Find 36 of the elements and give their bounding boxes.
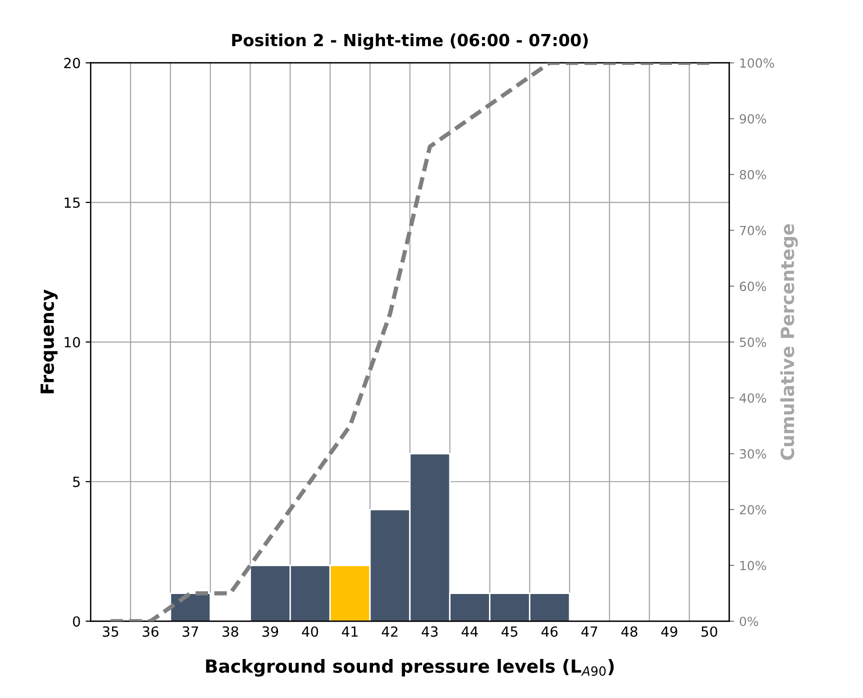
x-tick-label: 37 (182, 626, 198, 637)
y2-tick-label: 20% (740, 505, 766, 514)
y-tick-label: 0 (72, 616, 80, 627)
y2-tick-label: 80% (740, 170, 766, 180)
x-tick-label: 40 (302, 626, 318, 637)
y-tick-label: 10 (64, 336, 80, 348)
x-tick-label: 48 (621, 626, 638, 637)
x-tick-label: 38 (222, 626, 238, 637)
x-tick-label: 46 (541, 626, 558, 637)
chart-title: Position 2 - Night-time (06:00 - 07:00) (232, 33, 588, 50)
x-tick-label: 44 (462, 626, 478, 637)
x-tick-label: 50 (702, 626, 718, 637)
y-tick-label: 5 (73, 476, 80, 488)
x-tick-label: 49 (661, 626, 678, 637)
y-tick-label: 15 (64, 198, 80, 208)
x-tick-label: 45 (502, 626, 518, 637)
y2-tick-label: 50% (740, 337, 766, 347)
y2-tick-label: 10% (740, 560, 766, 570)
x-tick-label: 41 (342, 626, 358, 637)
y2-tick-label: 100% (740, 58, 774, 68)
x-tick-label: 42 (382, 626, 398, 637)
x-tick-label: 36 (142, 626, 158, 637)
x-tick-label: 35 (102, 626, 118, 637)
x-tick-label: 43 (422, 626, 438, 637)
y2-tick-label: 40% (740, 393, 766, 403)
x-tick-label: 39 (262, 626, 278, 637)
y2-tick-label: 90% (740, 114, 766, 124)
y2-tick-label: 70% (740, 226, 766, 236)
y2-tick-label: 60% (740, 282, 766, 292)
y2-tick-label: 30% (740, 449, 766, 459)
y2-tick-label: 0% (740, 616, 758, 626)
x-axis-title: Background sound pressure levels (L$_{A90}$) (206, 658, 614, 677)
x-tick-label: 47 (581, 626, 598, 637)
y-axis-title: Frequency (40, 290, 58, 394)
y2-axis-title: Cumulative Percentege (780, 224, 798, 460)
y-tick-label: 20 (64, 58, 80, 68)
